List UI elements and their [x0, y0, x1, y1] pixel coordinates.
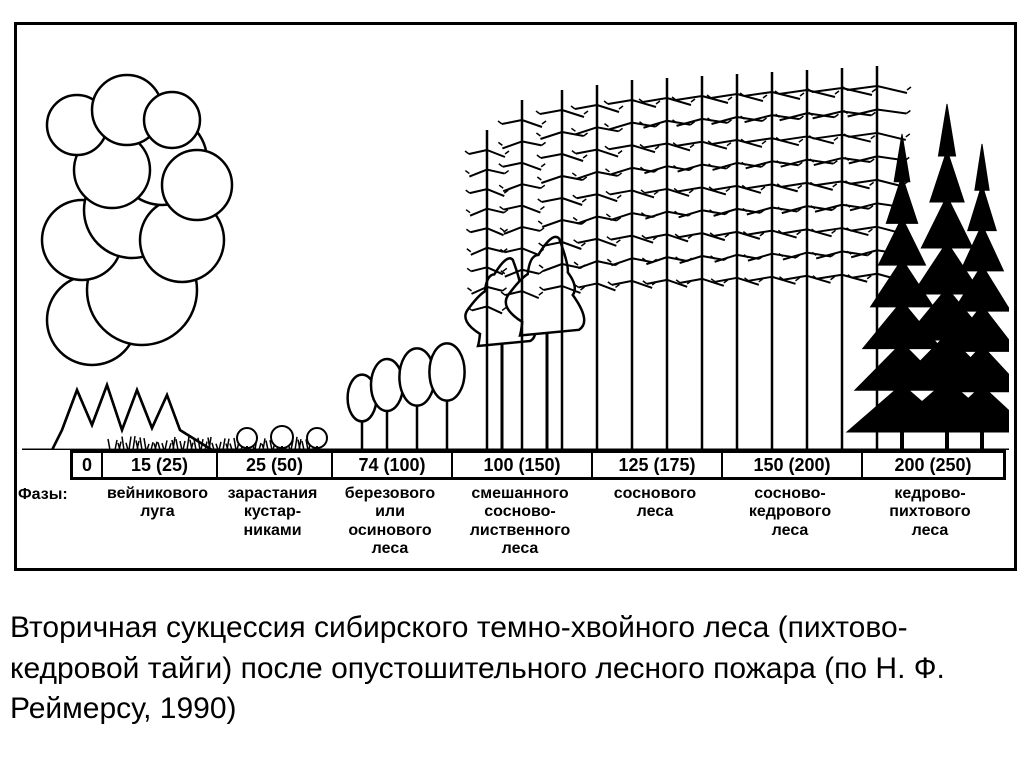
phase-cell: [70, 485, 100, 559]
timeline-row: 015 (25)25 (50)74 (100)100 (150)125 (175…: [70, 450, 1006, 480]
timeline-cell: 100 (150): [453, 453, 593, 477]
succession-illustration: [22, 30, 1009, 450]
timeline-cell: 150 (200): [723, 453, 863, 477]
timeline-cell: 25 (50): [218, 453, 333, 477]
phase-cell: зарастаниякустар-никами: [215, 485, 330, 559]
timeline-cell: 0: [73, 453, 103, 477]
timeline-cell: 15 (25): [103, 453, 218, 477]
phase-cell: смешанногососново-лиственноголеса: [450, 485, 590, 559]
phase-cell: вейниковоголуга: [100, 485, 215, 559]
phase-cell: березовогоилиосиновоголеса: [330, 485, 450, 559]
phase-cell: кедрово-пихтовоголеса: [860, 485, 1000, 559]
phase-cell: сосновоголеса: [590, 485, 720, 559]
phase-label: Фазы:: [18, 486, 68, 504]
timeline-cell: 74 (100): [333, 453, 453, 477]
caption: Вторичная сукцессия сибирского темно-хво…: [10, 608, 1010, 730]
phase-cell: сосново-кедровоголеса: [720, 485, 860, 559]
timeline-cell: 125 (175): [593, 453, 723, 477]
timeline-cell: 200 (250): [863, 453, 1003, 477]
phase-row: вейниковоголугазарастаниякустар-никамибе…: [70, 485, 1000, 559]
